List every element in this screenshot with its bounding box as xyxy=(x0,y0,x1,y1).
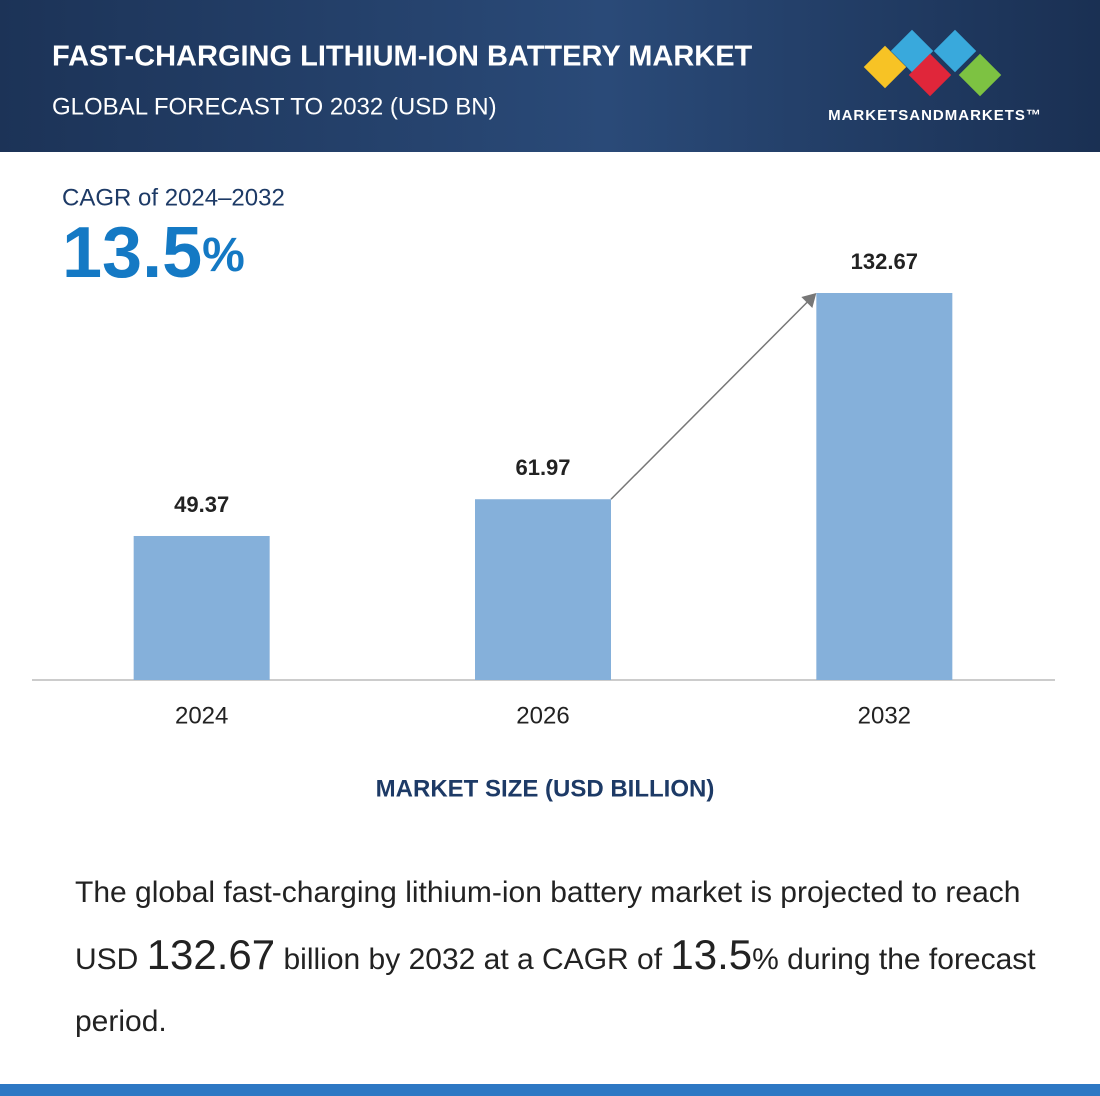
brand-name: MARKETSANDMARKETS™ xyxy=(828,107,1042,124)
description-text: The global fast-charging lithium-ion bat… xyxy=(75,876,1021,976)
bar xyxy=(816,293,953,680)
chart-subtitle: GLOBAL FORECAST TO 2032 (USD BN) xyxy=(52,93,497,120)
cagr-value: 13.5% xyxy=(62,213,245,293)
x-axis-label: MARKET SIZE (USD BILLION) xyxy=(376,775,715,802)
chart-title: FAST-CHARGING LITHIUM-ION BATTERY MARKET xyxy=(52,41,753,73)
cagr-label: CAGR of 2024–2032 xyxy=(62,184,285,211)
growth-arrow xyxy=(610,296,813,500)
x-tick-label: 2026 xyxy=(516,702,569,729)
description: The global fast-charging lithium-ion bat… xyxy=(75,862,1055,1053)
description-text: billion by 2032 at a CAGR of xyxy=(283,943,663,976)
value-label: 132.67 xyxy=(851,249,918,274)
growth-arrowhead xyxy=(801,293,817,308)
value-label: 61.97 xyxy=(515,455,570,480)
x-tick-label: 2032 xyxy=(858,702,911,729)
description-number: 13.5 xyxy=(670,931,753,978)
footer-band xyxy=(0,1084,1100,1096)
bar xyxy=(133,535,270,680)
cagr-number: 13.5 xyxy=(62,213,202,293)
x-tick-label: 2024 xyxy=(175,702,228,729)
description-number: 132.67 xyxy=(146,931,276,978)
description-text: % during the forecast period. xyxy=(75,943,1036,1038)
value-label: 49.37 xyxy=(174,492,229,517)
bar xyxy=(475,499,611,680)
cagr-unit: % xyxy=(202,229,245,282)
